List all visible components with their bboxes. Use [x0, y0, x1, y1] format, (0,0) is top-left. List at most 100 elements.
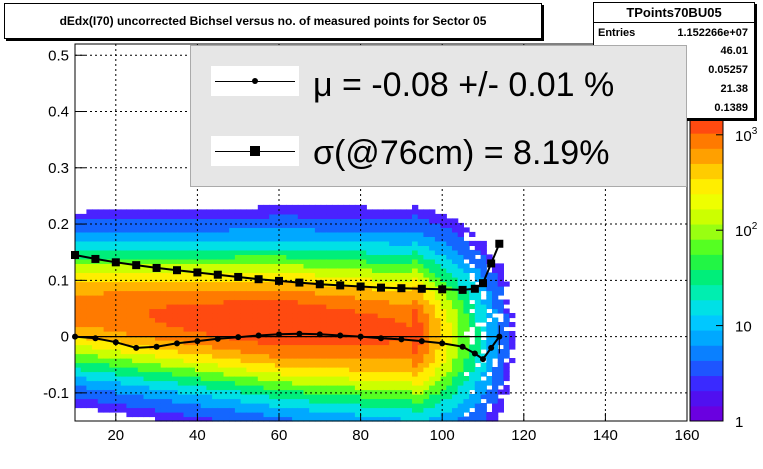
- mu-profile-point: [460, 344, 466, 350]
- heatmap-cell: [138, 385, 144, 390]
- heatmap-cell: [229, 254, 235, 259]
- heatmap-cell: [212, 209, 218, 214]
- heatmap-cell: [286, 394, 292, 399]
- heatmap-cell: [429, 354, 435, 359]
- heatmap-cell: [304, 318, 310, 323]
- heatmap-cell: [155, 218, 161, 223]
- heatmap-cell: [75, 376, 81, 381]
- heatmap-cell: [452, 403, 458, 408]
- heatmap-cell: [412, 295, 418, 300]
- heatmap-cell: [144, 331, 150, 336]
- heatmap-cell: [286, 318, 292, 323]
- heatmap-cell: [201, 254, 207, 259]
- heatmap-cell: [418, 331, 424, 336]
- heatmap-cell: [378, 241, 384, 246]
- heatmap-cell: [184, 214, 190, 219]
- heatmap-cell: [452, 295, 458, 300]
- heatmap-cell: [246, 282, 252, 287]
- heatmap-cell: [463, 322, 469, 327]
- colorbar-band: [690, 315, 723, 331]
- heatmap-cell: [201, 295, 207, 300]
- heatmap-cell: [321, 214, 327, 219]
- heatmap-cell: [166, 309, 172, 314]
- heatmap-cell: [189, 345, 195, 350]
- heatmap-cell: [121, 322, 127, 327]
- heatmap-cell: [349, 385, 355, 390]
- heatmap-cell: [212, 376, 218, 381]
- heatmap-cell: [246, 349, 252, 354]
- heatmap-cell: [286, 367, 292, 372]
- heatmap-cell: [104, 403, 110, 408]
- heatmap-cell: [315, 300, 321, 305]
- heatmap-cell: [92, 354, 98, 359]
- heatmap-cell: [98, 381, 104, 386]
- heatmap-cell: [258, 385, 264, 390]
- heatmap-cell: [349, 327, 355, 332]
- heatmap-cell: [401, 345, 407, 350]
- heatmap-cell: [372, 304, 378, 309]
- heatmap-cell: [344, 376, 350, 381]
- heatmap-cell: [98, 250, 104, 255]
- heatmap-cell: [435, 300, 441, 305]
- heatmap-cell: [429, 363, 435, 368]
- heatmap-cell: [258, 263, 264, 268]
- heatmap-cell: [475, 327, 481, 332]
- heatmap-cell: [281, 304, 287, 309]
- heatmap-cell: [378, 232, 384, 237]
- heatmap-cell: [252, 394, 258, 399]
- heatmap-cell: [418, 227, 424, 232]
- heatmap-cell: [304, 394, 310, 399]
- heatmap-cell: [144, 268, 150, 273]
- heatmap-cell: [475, 385, 481, 390]
- heatmap-cell: [269, 218, 275, 223]
- heatmap-cell: [361, 254, 367, 259]
- heatmap-cell: [475, 318, 481, 323]
- heatmap-cell: [161, 286, 167, 291]
- heatmap-cell: [446, 408, 452, 413]
- heatmap-cell: [206, 385, 212, 390]
- heatmap-cell: [372, 250, 378, 255]
- heatmap-cell: [184, 218, 190, 223]
- heatmap-cell: [378, 322, 384, 327]
- heatmap-cell: [338, 273, 344, 278]
- heatmap-cell: [86, 295, 92, 300]
- heatmap-cell: [401, 358, 407, 363]
- heatmap-cell: [361, 322, 367, 327]
- heatmap-cell: [412, 394, 418, 399]
- heatmap-cell: [304, 209, 310, 214]
- heatmap-cell: [486, 399, 492, 404]
- heatmap-cell: [241, 322, 247, 327]
- heatmap-cell: [201, 300, 207, 305]
- heatmap-cell: [138, 286, 144, 291]
- heatmap-cell: [281, 327, 287, 332]
- heatmap-cell: [389, 349, 395, 354]
- heatmap-cell: [281, 376, 287, 381]
- heatmap-cell: [246, 309, 252, 314]
- heatmap-cell: [395, 309, 401, 314]
- heatmap-cell: [429, 345, 435, 350]
- heatmap-cell: [401, 268, 407, 273]
- heatmap-cell: [406, 349, 412, 354]
- mu-profile-point: [92, 335, 98, 341]
- heatmap-cell: [292, 390, 298, 395]
- heatmap-cell: [366, 232, 372, 237]
- heatmap-cell: [418, 300, 424, 305]
- heatmap-cell: [155, 286, 161, 291]
- heatmap-cell: [309, 349, 315, 354]
- heatmap-cell: [361, 241, 367, 246]
- heatmap-cell: [126, 390, 132, 395]
- heatmap-cell: [75, 309, 81, 314]
- heatmap-cell: [441, 363, 447, 368]
- heatmap-cell: [383, 340, 389, 345]
- heatmap-cell: [503, 318, 509, 323]
- heatmap-cell: [161, 304, 167, 309]
- heatmap-cell: [492, 399, 498, 404]
- heatmap-cell: [281, 300, 287, 305]
- heatmap-cell: [155, 322, 161, 327]
- heatmap-cell: [366, 340, 372, 345]
- heatmap-cell: [246, 408, 252, 413]
- heatmap-cell: [315, 403, 321, 408]
- heatmap-cell: [349, 358, 355, 363]
- heatmap-cell: [149, 245, 155, 250]
- heatmap-cell: [281, 358, 287, 363]
